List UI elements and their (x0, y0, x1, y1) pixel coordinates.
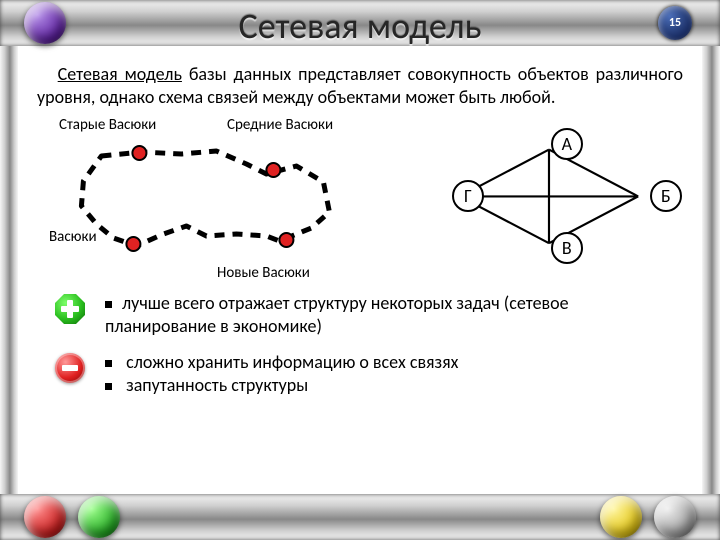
slide-number-badge: 15 (658, 6, 692, 40)
con-2: запутанность структуры (126, 374, 308, 396)
bullets: лучше всего отражает структуру некоторых… (37, 292, 683, 398)
map-node (126, 237, 140, 251)
map-nodes (126, 146, 293, 251)
slide-title: Сетевая модель (0, 4, 720, 48)
term: Сетевая модель (58, 63, 182, 85)
frame-left (0, 46, 18, 494)
bullet-square (105, 360, 112, 367)
graph-node-b: Б (650, 180, 682, 212)
pros-text: лучше всего отражает структуру некоторых… (105, 292, 683, 339)
bullet-square (105, 383, 112, 390)
slide-number: 15 (669, 16, 681, 30)
graph-edges (460, 150, 638, 244)
map-path (81, 151, 329, 246)
nav-sphere-red[interactable] (24, 496, 66, 538)
minus-icon (55, 353, 85, 383)
intro-paragraph: Сетевая модель базы данных представляет … (37, 63, 683, 108)
nav-sphere-purple[interactable] (24, 2, 66, 44)
diagrams-row: Старые Васюки Средние Васюки Васюки Новы… (37, 116, 683, 284)
map-label-br: Новые Васюки (217, 264, 310, 282)
cons-row: сложно хранить информацию о всех связях … (37, 351, 683, 398)
map-node (279, 233, 293, 247)
graph-svg (386, 116, 683, 284)
graph-node-v: В (551, 232, 583, 264)
pros-row: лучше всего отражает структуру некоторых… (37, 292, 683, 339)
pro-1: лучше всего отражает структуру некоторых… (105, 292, 569, 337)
nav-sphere-grey[interactable] (654, 496, 696, 538)
nav-sphere-green[interactable] (78, 496, 120, 538)
map-diagram: Старые Васюки Средние Васюки Васюки Новы… (37, 116, 386, 284)
map-label-tl: Старые Васюки (59, 116, 156, 134)
content-area: Сетевая модель базы данных представляет … (25, 55, 695, 485)
map-node (266, 163, 280, 177)
frame-right (702, 46, 720, 494)
map-node (132, 146, 146, 160)
graph-diagram: А Б В Г (386, 116, 683, 284)
cons-text: сложно хранить информацию о всех связях … (105, 351, 458, 398)
nav-sphere-yellow[interactable] (600, 496, 642, 538)
graph-node-a: А (551, 128, 583, 160)
map-svg (37, 116, 386, 284)
map-label-bl: Васюки (49, 228, 97, 246)
header-bar: Сетевая модель (0, 0, 720, 46)
plus-icon (55, 294, 85, 324)
bullet-square (105, 301, 112, 308)
graph-node-g: Г (452, 180, 484, 212)
con-1: сложно хранить информацию о всех связях (126, 351, 458, 373)
map-label-tr: Средние Васюки (227, 116, 333, 134)
